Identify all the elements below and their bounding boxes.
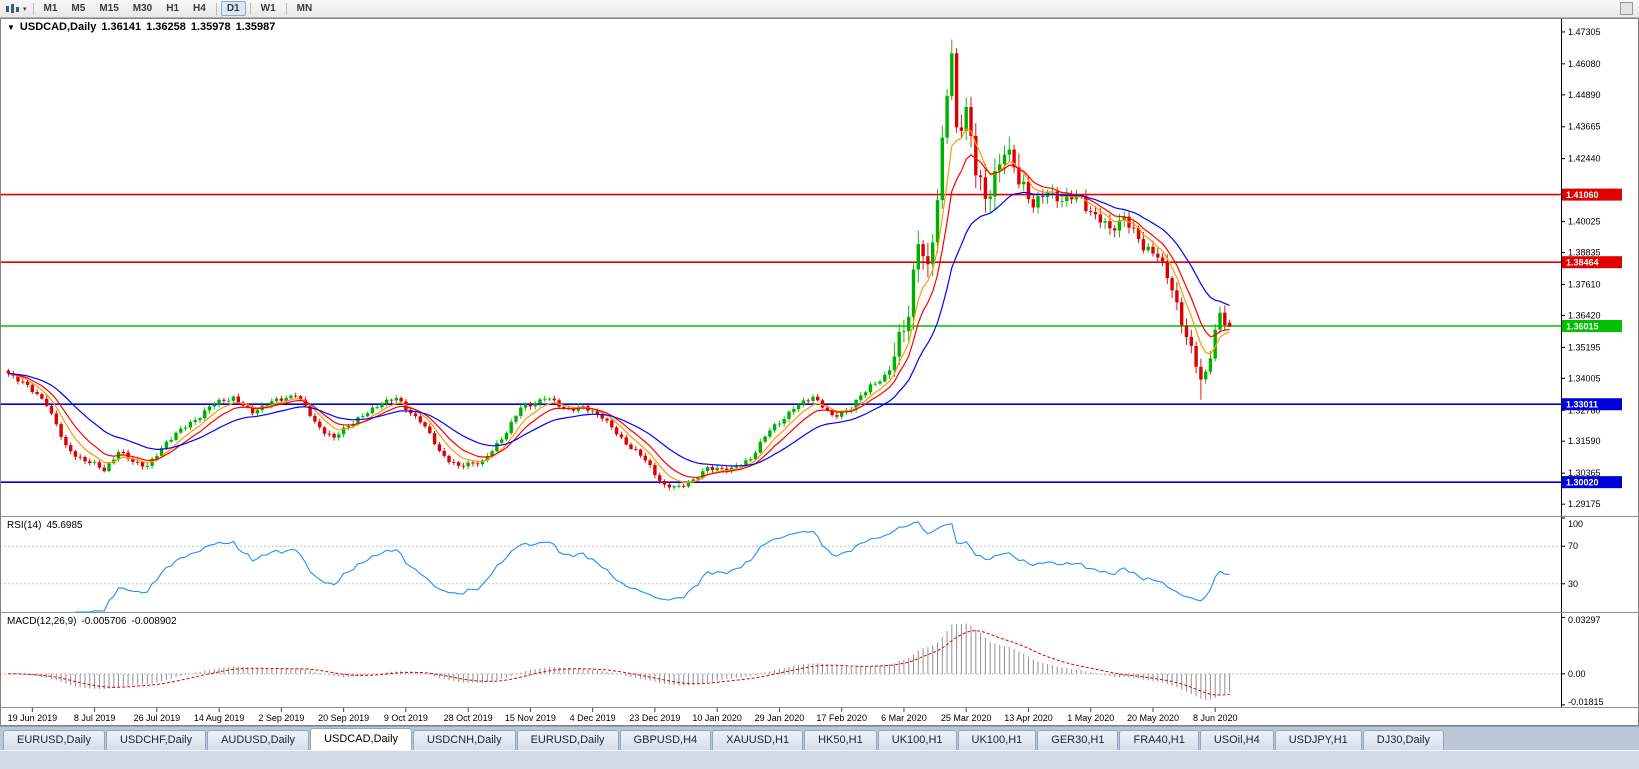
- macd-label: MACD(12,26,9) -0.005706 -0.008902: [7, 616, 182, 627]
- svg-text:4 Dec 2019: 4 Dec 2019: [570, 713, 616, 723]
- timeframe-buttons: M1 M5 M15 M30 H1 H4 D1 W1 MN: [37, 0, 320, 17]
- symbol-dropdown-icon[interactable]: ▼: [7, 23, 15, 32]
- timeframe-button-D1[interactable]: D1: [220, 1, 246, 16]
- timeframe-button-M30[interactable]: M30: [132, 3, 153, 14]
- chart-tab-GBPUSD-H4[interactable]: GBPUSD,H4: [619, 730, 712, 750]
- timeframe-button-W1[interactable]: W1: [260, 3, 276, 14]
- svg-text:1.35195: 1.35195: [1568, 342, 1601, 352]
- svg-text:0.00: 0.00: [1568, 669, 1586, 679]
- svg-text:1.47305: 1.47305: [1568, 27, 1601, 37]
- chart-tab-AUDUSD-Daily[interactable]: AUDUSD,Daily: [207, 730, 310, 750]
- svg-text:30: 30: [1568, 579, 1578, 589]
- svg-text:0.03297: 0.03297: [1568, 615, 1601, 625]
- svg-text:1.38464: 1.38464: [1566, 258, 1599, 268]
- toolbar-separator: [249, 2, 251, 15]
- chart-tab-UK100-H1[interactable]: UK100,H1: [877, 730, 957, 750]
- chart-title-symbol: USDCAD,Daily: [19, 21, 97, 33]
- chart-tab-UK100-H1[interactable]: UK100,H1: [957, 730, 1037, 750]
- svg-text:1.32780: 1.32780: [1568, 405, 1601, 415]
- svg-text:8 Jul 2019: 8 Jul 2019: [74, 713, 116, 723]
- svg-text:1.31590: 1.31590: [1568, 436, 1601, 446]
- svg-text:1.44890: 1.44890: [1568, 90, 1601, 100]
- chart-tab-USDCNH-Daily[interactable]: USDCNH,Daily: [413, 730, 516, 750]
- chart-tab-USDCHF-Daily[interactable]: USDCHF,Daily: [105, 730, 207, 750]
- status-bar: [0, 750, 1639, 769]
- svg-text:6 Mar 2020: 6 Mar 2020: [881, 713, 927, 723]
- svg-text:13 Apr 2020: 13 Apr 2020: [1004, 713, 1053, 723]
- candlestick-chart-icon: [6, 3, 19, 13]
- svg-text:1.43665: 1.43665: [1568, 122, 1601, 132]
- chart-tab-HK50-H1[interactable]: HK50,H1: [804, 730, 877, 750]
- svg-text:29 Jan 2020: 29 Jan 2020: [755, 713, 805, 723]
- svg-text:26 Jul 2019: 26 Jul 2019: [134, 713, 181, 723]
- timeframe-button-MN[interactable]: MN: [296, 3, 313, 14]
- chart-tab-EURUSD-Daily[interactable]: EURUSD,Daily: [3, 730, 105, 750]
- svg-text:1.38835: 1.38835: [1568, 248, 1601, 258]
- chart-tab-USDJPY-H1[interactable]: USDJPY,H1: [1274, 730, 1362, 750]
- timeframe-button-M5[interactable]: M5: [71, 3, 86, 14]
- svg-text:10 Jan 2020: 10 Jan 2020: [692, 713, 742, 723]
- ohlc-close: 1.35987: [235, 21, 276, 33]
- svg-text:15 Nov 2019: 15 Nov 2019: [505, 713, 556, 723]
- chart-tab-FRA40-H1[interactable]: FRA40,H1: [1119, 730, 1199, 750]
- svg-text:28 Oct 2019: 28 Oct 2019: [444, 713, 493, 723]
- macd-value-main: -0.005706: [81, 616, 127, 627]
- chart-window: 1.47305 1.46080 1.44890 1.43665 1.42440 1.400…: [0, 18, 1639, 726]
- macd-name: MACD(12,26,9): [7, 616, 77, 627]
- svg-text:1.30365: 1.30365: [1568, 468, 1601, 478]
- svg-text:25 Mar 2020: 25 Mar 2020: [941, 713, 992, 723]
- svg-text:8 Jun 2020: 8 Jun 2020: [1193, 713, 1238, 723]
- toolbar-separator: [32, 2, 34, 15]
- svg-text:1.30020: 1.30020: [1566, 478, 1599, 488]
- chart-title: ▼ USDCAD,Daily 1.36141 1.36258 1.35978 1.3598…: [7, 21, 280, 33]
- svg-text:1.33011: 1.33011: [1566, 400, 1598, 410]
- svg-text:2 Sep 2019: 2 Sep 2019: [258, 713, 304, 723]
- svg-text:1.34005: 1.34005: [1568, 373, 1601, 383]
- rsi-name: RSI(14): [7, 520, 42, 531]
- toolbar-separator: [215, 2, 217, 15]
- rsi-value: 45.6985: [46, 520, 83, 531]
- svg-text:17 Feb 2020: 17 Feb 2020: [816, 713, 867, 723]
- svg-text:1.36015: 1.36015: [1566, 321, 1599, 331]
- svg-text:19 Jun 2019: 19 Jun 2019: [8, 713, 58, 723]
- svg-text:1.37610: 1.37610: [1568, 279, 1601, 289]
- svg-text:1.29175: 1.29175: [1568, 499, 1601, 509]
- svg-text:1.46080: 1.46080: [1568, 59, 1601, 69]
- ohlc-low: 1.35978: [190, 21, 231, 33]
- svg-text:20 Sep 2019: 20 Sep 2019: [318, 713, 369, 723]
- chart-tab-USOil-H4[interactable]: USOil,H4: [1199, 730, 1274, 750]
- svg-text:1.41060: 1.41060: [1566, 190, 1599, 200]
- chart-tab-bar: EURUSD,Daily USDCHF,Daily AUDUSD,Daily USDC…: [0, 726, 1639, 750]
- svg-text:100: 100: [1568, 519, 1583, 529]
- svg-text:1 May 2020: 1 May 2020: [1067, 713, 1114, 723]
- chart-tab-USDCAD-Daily[interactable]: USDCAD,Daily: [310, 728, 413, 750]
- chart-canvas[interactable]: 1.47305 1.46080 1.44890 1.43665 1.42440 1.400…: [0, 18, 1639, 726]
- svg-text:70: 70: [1568, 541, 1578, 551]
- chart-tab-EURUSD-Daily[interactable]: EURUSD,Daily: [516, 730, 619, 750]
- svg-text:14 Aug 2019: 14 Aug 2019: [194, 713, 245, 723]
- chart-tab-GER30-H1[interactable]: GER30,H1: [1037, 730, 1119, 750]
- timeframe-button-H4[interactable]: H4: [193, 3, 206, 14]
- timeframe-button-M1[interactable]: M1: [43, 3, 58, 14]
- timeframe-button-H1[interactable]: H1: [166, 3, 180, 14]
- timeframe-button-M15[interactable]: M15: [99, 3, 119, 14]
- macd-value-signal: -0.008902: [131, 616, 177, 627]
- toolbar-separator: [285, 2, 287, 15]
- timeframe-toolbar: ▾ M1 M5 M15 M30 H1 H4 D1 W1 MN: [0, 0, 1639, 18]
- chart-period-icon[interactable]: [3, 3, 22, 15]
- rsi-label: RSI(14) 45.6985: [7, 520, 88, 531]
- svg-text:-0.01815: -0.01815: [1568, 697, 1604, 707]
- svg-text:1.40025: 1.40025: [1568, 217, 1601, 227]
- chart-scroll-button[interactable]: [1620, 2, 1633, 15]
- chart-tab-XAUUSD-H1[interactable]: XAUUSD,H1: [712, 730, 804, 750]
- svg-text:9 Oct 2019: 9 Oct 2019: [384, 713, 428, 723]
- svg-text:23 Dec 2019: 23 Dec 2019: [629, 713, 680, 723]
- ohlc-open: 1.36141: [101, 21, 142, 33]
- ohlc-high: 1.36258: [146, 21, 186, 33]
- svg-text:20 May 2020: 20 May 2020: [1127, 713, 1179, 723]
- chart-tab-DJ30-Daily[interactable]: DJ30,Daily: [1362, 730, 1444, 750]
- svg-text:1.36420: 1.36420: [1568, 310, 1601, 320]
- svg-text:1.42440: 1.42440: [1568, 154, 1601, 164]
- toolbar-dropdown-icon[interactable]: ▾: [23, 5, 27, 13]
